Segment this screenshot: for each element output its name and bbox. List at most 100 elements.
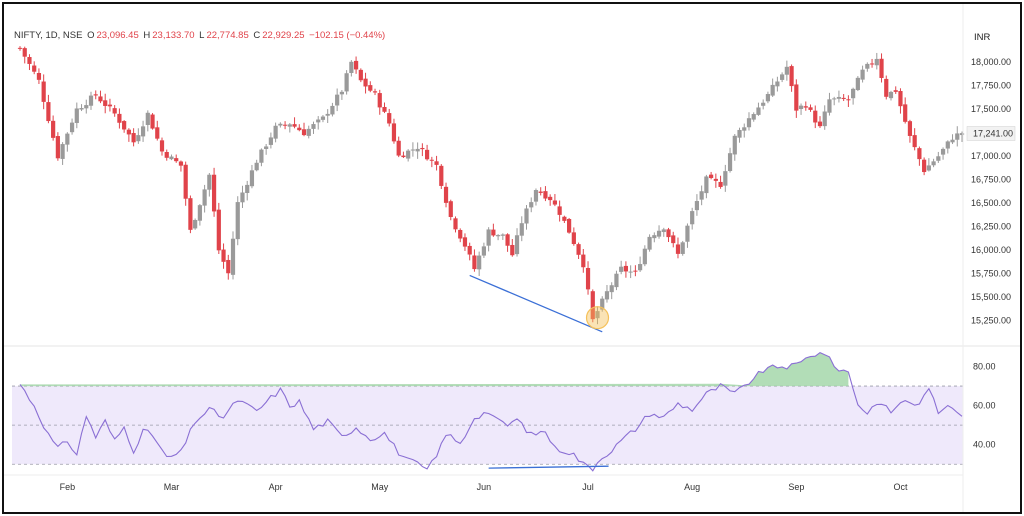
candle-body [69, 122, 75, 133]
candle-body [529, 202, 534, 208]
candle-body [339, 91, 344, 95]
candle-body [723, 171, 728, 186]
candle-body [746, 118, 752, 128]
candle-body [481, 246, 486, 256]
candle-body [358, 69, 363, 81]
rsi-tick-label: 40.00 [973, 440, 996, 450]
candle-body [874, 58, 879, 66]
candle-body [287, 124, 292, 127]
candle-body [936, 156, 941, 161]
rsi-overbought-fill [20, 352, 849, 387]
candle-body [765, 94, 771, 102]
candle-body [88, 95, 94, 106]
candle-body [235, 202, 240, 240]
candle-body [183, 164, 188, 199]
candle-body [292, 124, 297, 127]
candle-body [950, 139, 955, 143]
candle-body [311, 124, 316, 129]
candle-body [656, 230, 662, 237]
candle-body [514, 235, 520, 255]
candle-body [122, 121, 127, 130]
candle-body [254, 162, 259, 171]
price-tick-label: 16,500.00 [971, 198, 1011, 208]
symbol-label: NIFTY, 1D, NSE [14, 30, 83, 41]
candle-body [259, 149, 264, 163]
candle-body [798, 105, 804, 110]
candle-body [538, 191, 543, 193]
price-tick-label: 17,000.00 [971, 151, 1011, 161]
candle-body [249, 170, 255, 187]
candle-body [945, 141, 950, 149]
candle-body [216, 209, 221, 251]
candle-body [197, 205, 202, 221]
candle-body [803, 106, 808, 108]
candle-body [836, 96, 842, 99]
annotations [469, 274, 610, 333]
candle-body [543, 191, 548, 199]
candle-body [628, 271, 633, 273]
candle-body [548, 196, 553, 201]
candle-body [827, 99, 832, 113]
candle-body [817, 121, 823, 127]
candle-body [860, 69, 865, 80]
candle-body [420, 147, 425, 150]
candle-body [685, 225, 690, 242]
candle-body [557, 206, 562, 215]
price-tick-label: 15,500.00 [971, 292, 1011, 302]
candle-body [761, 102, 766, 106]
candle-body [841, 97, 846, 99]
candle-body [770, 84, 775, 96]
candle-body [65, 133, 70, 145]
candle-body [742, 127, 747, 131]
candle-body [623, 265, 629, 272]
candle-body [377, 93, 382, 108]
candle-body [571, 232, 576, 245]
candle-body [202, 189, 207, 206]
open-value: 23,096.45 [96, 30, 139, 41]
candle-body [207, 174, 212, 190]
candle-body [576, 244, 581, 255]
candle-body [756, 107, 761, 115]
currency-label: INR [974, 32, 991, 43]
candle-body [704, 176, 709, 194]
candle-body [462, 237, 468, 247]
candle-body [434, 161, 439, 165]
candle-body [126, 129, 131, 135]
candle-body [410, 149, 415, 151]
candle-body [926, 165, 931, 171]
rsi-series [19, 351, 963, 472]
candle-body [443, 186, 449, 203]
candle-body [642, 248, 647, 265]
candle-body [486, 229, 491, 246]
candle-body [439, 165, 444, 186]
candle-body [245, 184, 250, 194]
candle-body [699, 191, 704, 200]
candle-body [955, 133, 960, 140]
candle-body [552, 200, 558, 205]
candle-body [600, 298, 605, 310]
candle-body [178, 161, 184, 166]
candle-body [581, 254, 586, 268]
candle-body [912, 135, 917, 148]
month-label: Feb [60, 482, 76, 492]
month-label: Mar [164, 482, 180, 492]
candle-body [406, 150, 411, 159]
candle-body [813, 110, 818, 123]
candle-body [93, 94, 98, 96]
candle-body [477, 255, 482, 270]
candle-body [789, 66, 794, 87]
candle-body [335, 94, 340, 106]
candle-body [614, 273, 619, 288]
candle-body [524, 208, 529, 224]
price-tick-label: 17,500.00 [971, 104, 1011, 114]
price-trendline [469, 274, 603, 333]
price-tick-label: 16,750.00 [971, 175, 1011, 185]
candle-body [567, 218, 572, 233]
candle-body [74, 108, 79, 123]
candle-body [159, 140, 165, 152]
candle-body [325, 113, 330, 116]
price-tick-label: 16,000.00 [971, 245, 1011, 255]
candle-body [174, 158, 179, 162]
candle-body [117, 113, 122, 123]
candle-body [931, 161, 936, 166]
